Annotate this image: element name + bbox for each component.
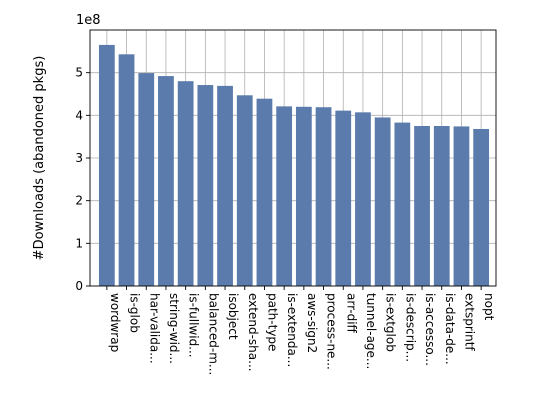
y-axis-ticks: 0 1 2 3 4 5 xyxy=(75,66,90,293)
x-tick-label: balanced-m... xyxy=(206,293,220,375)
bar xyxy=(473,128,490,286)
bar xyxy=(335,110,352,286)
y-tick-label: 0 xyxy=(75,279,83,293)
x-tick-label: har-valida... xyxy=(147,293,161,364)
x-tick-label: arr-diff xyxy=(344,293,358,334)
x-tick-label: is-accesso... xyxy=(423,293,437,366)
x-tick-label: wordwrap xyxy=(108,293,122,352)
bar xyxy=(355,112,371,286)
y-offset-label: 1e8 xyxy=(76,13,101,28)
x-tick-label: is-data-de... xyxy=(443,293,457,365)
bar xyxy=(118,54,135,286)
bar xyxy=(414,126,430,286)
y-tick-label: 5 xyxy=(75,66,83,80)
x-tick-label: is-fullwid... xyxy=(187,293,201,358)
bar xyxy=(295,106,312,286)
x-tick-label: is-descrip... xyxy=(403,293,417,362)
bar xyxy=(217,85,233,286)
bar xyxy=(276,106,293,286)
bar xyxy=(177,81,194,286)
x-tick-label: is-extenda... xyxy=(285,293,299,367)
y-tick-label: 3 xyxy=(75,151,83,165)
bar xyxy=(394,122,411,286)
bar xyxy=(98,44,115,286)
bar xyxy=(453,126,470,286)
x-tick-label: nopt xyxy=(482,293,496,321)
bar xyxy=(197,85,214,286)
y-axis-label: #Downloads (abandoned pkgs) xyxy=(32,56,47,261)
bar xyxy=(138,73,155,287)
x-tick-label: isobject xyxy=(226,293,240,340)
bar xyxy=(236,95,253,286)
y-tick-label: 1 xyxy=(75,236,83,250)
x-axis-ticks: wordwrap is-glob har-valida... string-wid..… xyxy=(106,286,496,375)
x-tick-label: aws-sign2 xyxy=(305,293,319,353)
y-tick-label: 4 xyxy=(75,108,83,122)
bars-layer xyxy=(98,44,490,287)
bar xyxy=(315,107,332,286)
x-tick-label: is-glob xyxy=(128,293,142,333)
x-tick-label: string-wid... xyxy=(167,293,181,364)
x-tick-label: process-ne... xyxy=(325,293,339,370)
bar xyxy=(256,98,273,287)
bar xyxy=(374,117,391,286)
x-tick-label: tunnel-age... xyxy=(364,293,378,369)
bar xyxy=(158,76,174,286)
x-tick-label: path-type xyxy=(265,293,279,351)
x-tick-label: extsprintf xyxy=(462,293,476,351)
x-tick-label: extend-sha... xyxy=(246,293,260,372)
bar xyxy=(433,126,450,286)
x-tick-label: is-extglob xyxy=(384,293,398,352)
y-tick-label: 2 xyxy=(75,194,83,208)
